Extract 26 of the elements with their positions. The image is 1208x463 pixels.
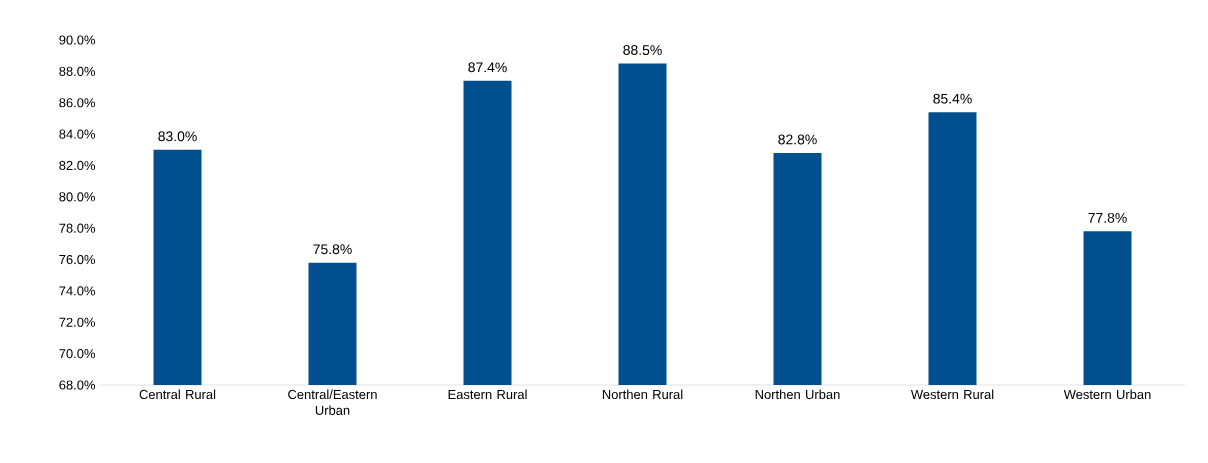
- x-tick-label: Northen Urban: [755, 389, 840, 400]
- y-tick-label: 90.0%: [59, 35, 96, 45]
- x-tick-label: Western Urban: [1063, 389, 1151, 400]
- y-tick-label: 76.0%: [59, 254, 96, 265]
- data-label: 85.4%: [933, 93, 972, 104]
- data-label: 83.0%: [158, 131, 197, 142]
- y-tick-label: 84.0%: [59, 129, 96, 139]
- data-label: 75.8%: [313, 244, 352, 255]
- x-tick-label: Eastern Rural: [448, 389, 527, 400]
- y-tick-label: 70.0%: [59, 349, 96, 359]
- x-tick-label: Central/Eastern Urban: [288, 389, 377, 415]
- y-tick-label: 72.0%: [59, 317, 96, 327]
- data-label: 87.4%: [468, 62, 507, 73]
- x-tick-label: Western Rural: [910, 389, 994, 400]
- y-tick-label: 82.0%: [59, 160, 96, 171]
- data-label: 77.8%: [1088, 212, 1127, 223]
- y-tick-label: 88.0%: [59, 66, 96, 76]
- y-tick-label: 80.0%: [59, 192, 96, 202]
- y-tick-label: 74.0%: [59, 286, 96, 296]
- y-tick-label: 78.0%: [59, 223, 96, 233]
- x-tick-label: Central Rural: [139, 389, 216, 400]
- data-label: 88.5%: [623, 45, 662, 56]
- y-tick-label: 86.0%: [59, 98, 96, 108]
- y-tick-label: 68.0%: [59, 380, 96, 390]
- data-label: 82.8%: [778, 134, 817, 145]
- x-tick-label: Northen Rural: [602, 389, 683, 400]
